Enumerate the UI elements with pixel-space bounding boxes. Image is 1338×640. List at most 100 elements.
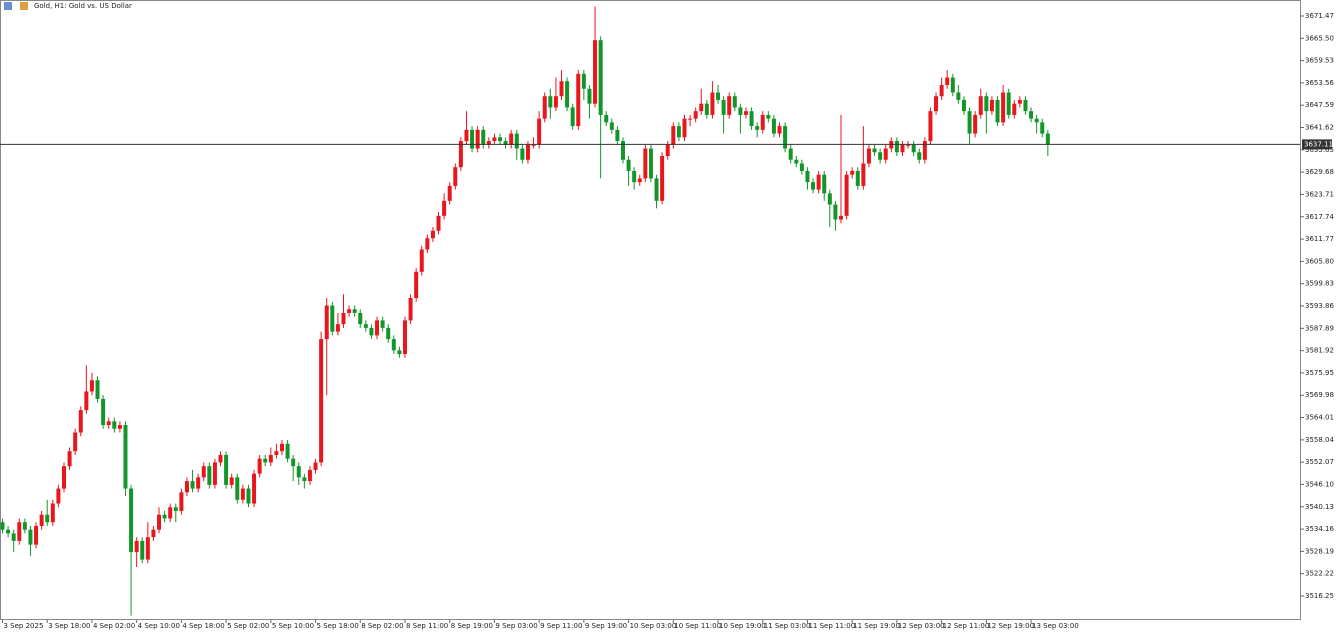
candle-body [229, 477, 234, 485]
candle-body [430, 230, 435, 239]
y-tick-label: 3522.22 [1305, 570, 1334, 578]
x-tick-label: 8 Sep 11:00 [406, 622, 448, 630]
candle-body [1040, 122, 1045, 134]
candle-body [324, 305, 329, 340]
x-tick-label: 5 Sep 10:00 [272, 622, 314, 630]
y-tick-label: 3534.16 [1305, 525, 1334, 533]
candle-body [565, 81, 570, 108]
candle-body [151, 529, 156, 538]
candle-body [1034, 118, 1039, 123]
y-tick-label: 3581.92 [1305, 347, 1334, 355]
y-tick-label: 3623.71 [1305, 190, 1334, 198]
candle-body [866, 148, 871, 164]
candle-body [129, 488, 134, 553]
candle-body [330, 305, 335, 332]
candle-body [928, 111, 933, 142]
candle-body [710, 92, 715, 115]
candle-body [956, 92, 961, 100]
candle-body [788, 148, 793, 160]
candle-body [1001, 92, 1006, 123]
candle-body [760, 114, 765, 130]
candle-body [509, 133, 514, 145]
candle-body [179, 492, 184, 511]
candle-body [50, 503, 55, 523]
price-tag-label: 3637.11 [1304, 140, 1333, 148]
candle-body [34, 525, 39, 545]
candle-body [682, 118, 687, 138]
candle-body [850, 170, 855, 175]
candle-body [296, 466, 301, 478]
x-tick-label: 4 Sep 18:00 [182, 622, 224, 630]
candle-body [643, 148, 648, 179]
icon [20, 2, 28, 10]
x-tick-label: 11 Sep 19:00 [853, 622, 900, 630]
candle-body [252, 473, 257, 504]
candle-body [190, 481, 195, 489]
x-tick-label: 8 Sep 02:00 [361, 622, 403, 630]
candle-body [542, 96, 547, 119]
y-tick-label: 3605.80 [1305, 257, 1334, 265]
y-tick-label: 3540.13 [1305, 503, 1334, 511]
candle-body [39, 514, 44, 526]
candle-body [425, 238, 430, 250]
candle-body [173, 507, 178, 511]
candle-body [352, 309, 357, 313]
candle-body [783, 126, 788, 149]
candle-body [235, 477, 240, 500]
candle-body [419, 249, 424, 272]
candle-body [45, 514, 50, 523]
x-tick-label: 4 Sep 10:00 [138, 622, 180, 630]
candle-body [961, 99, 966, 112]
candle-body [716, 92, 721, 100]
candle-body [553, 96, 558, 108]
y-tick-label: 3546.10 [1305, 480, 1334, 488]
candle-body [302, 477, 307, 482]
candle-body [861, 163, 866, 186]
candle-body [414, 271, 419, 299]
candle-body [89, 380, 94, 392]
candle-body [453, 167, 458, 186]
x-tick-label: 13 Sep 03:00 [1032, 622, 1079, 630]
candle-body [402, 320, 407, 355]
candle-body [341, 312, 346, 325]
candle-body [721, 99, 726, 115]
candle-body [140, 540, 145, 560]
x-tick-label: 9 Sep 03:00 [495, 622, 537, 630]
candle-body [56, 488, 61, 504]
y-tick-label: 3587.89 [1305, 324, 1334, 332]
candle-body [934, 96, 939, 112]
candle-body [604, 114, 609, 123]
candle-body [872, 148, 877, 153]
candle-body [470, 129, 475, 149]
candle-body [984, 96, 989, 112]
candle-body [73, 432, 78, 452]
candle-body [123, 425, 128, 489]
chart-title: Gold, H1: Gold vs. US Dollar [34, 2, 132, 10]
candle-body [246, 488, 251, 504]
candle-body [839, 215, 843, 220]
candle-body [811, 182, 816, 190]
candle-body [704, 103, 709, 115]
y-tick-label: 3569.98 [1305, 391, 1334, 399]
candle-body [313, 462, 318, 470]
candle-body [274, 451, 279, 455]
y-tick-label: 3647.59 [1305, 101, 1334, 109]
y-tick-label: 3593.86 [1305, 302, 1334, 310]
candle-body [755, 126, 760, 130]
candle-body [268, 454, 273, 463]
candle-body [855, 170, 860, 186]
candle-body [922, 141, 927, 160]
price-tag [1302, 139, 1332, 150]
y-tick-label: 3665.50 [1305, 34, 1334, 42]
candle-body [620, 141, 625, 160]
candle-body [609, 122, 614, 130]
candle-body [732, 96, 737, 108]
candle-body [380, 320, 385, 328]
candle-body [212, 462, 217, 485]
candle-body [950, 77, 955, 93]
x-tick-label: 3 Sep 18:00 [48, 622, 90, 630]
y-tick-label: 3558.04 [1305, 436, 1334, 444]
candle-body [827, 193, 832, 205]
candle-body [1006, 92, 1011, 115]
